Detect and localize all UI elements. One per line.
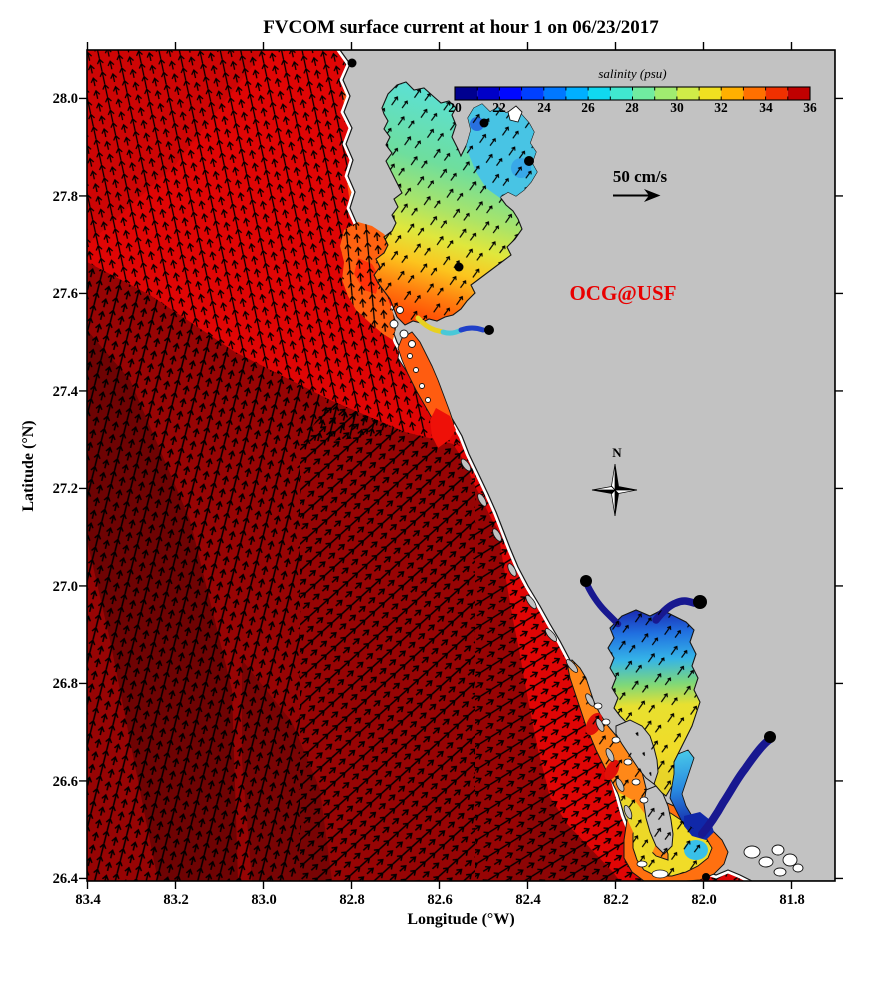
svg-text:27.0: 27.0 [53, 579, 78, 595]
svg-text:83.4: 83.4 [75, 892, 100, 908]
svg-text:83.0: 83.0 [251, 892, 276, 908]
svg-text:36: 36 [803, 100, 817, 115]
svg-text:Latitude (°N): Latitude (°N) [20, 420, 37, 511]
svg-text:24: 24 [537, 100, 551, 115]
svg-text:82.2: 82.2 [603, 892, 628, 908]
svg-text:50 cm/s: 50 cm/s [613, 167, 668, 186]
svg-text:26: 26 [581, 100, 595, 115]
svg-text:34: 34 [759, 100, 773, 115]
svg-text:22: 22 [492, 100, 506, 115]
svg-text:83.2: 83.2 [163, 892, 188, 908]
svg-text:27.6: 27.6 [53, 286, 78, 302]
svg-text:82.4: 82.4 [515, 892, 540, 908]
svg-text:salinity (psu): salinity (psu) [598, 66, 666, 81]
svg-text:N: N [612, 445, 622, 460]
svg-text:28.0: 28.0 [53, 91, 78, 107]
svg-text:Longitude (°W): Longitude (°W) [407, 911, 514, 928]
svg-text:32: 32 [714, 100, 728, 115]
svg-text:30: 30 [670, 100, 684, 115]
svg-text:OCG@USF: OCG@USF [569, 281, 676, 305]
svg-text:20: 20 [448, 100, 462, 115]
svg-text:82.6: 82.6 [427, 892, 452, 908]
svg-text:26.4: 26.4 [53, 871, 78, 887]
svg-text:FVCOM surface current at hour: FVCOM surface current at hour 1 on 06/23… [263, 17, 659, 38]
svg-text:82.8: 82.8 [339, 892, 364, 908]
svg-text:81.8: 81.8 [779, 892, 804, 908]
svg-text:82.0: 82.0 [691, 892, 716, 908]
svg-text:27.4: 27.4 [53, 384, 78, 400]
svg-text:26.6: 26.6 [53, 774, 78, 790]
svg-text:26.8: 26.8 [53, 676, 78, 692]
svg-text:28: 28 [625, 100, 639, 115]
svg-text:27.2: 27.2 [53, 481, 78, 497]
svg-text:27.8: 27.8 [53, 189, 78, 205]
